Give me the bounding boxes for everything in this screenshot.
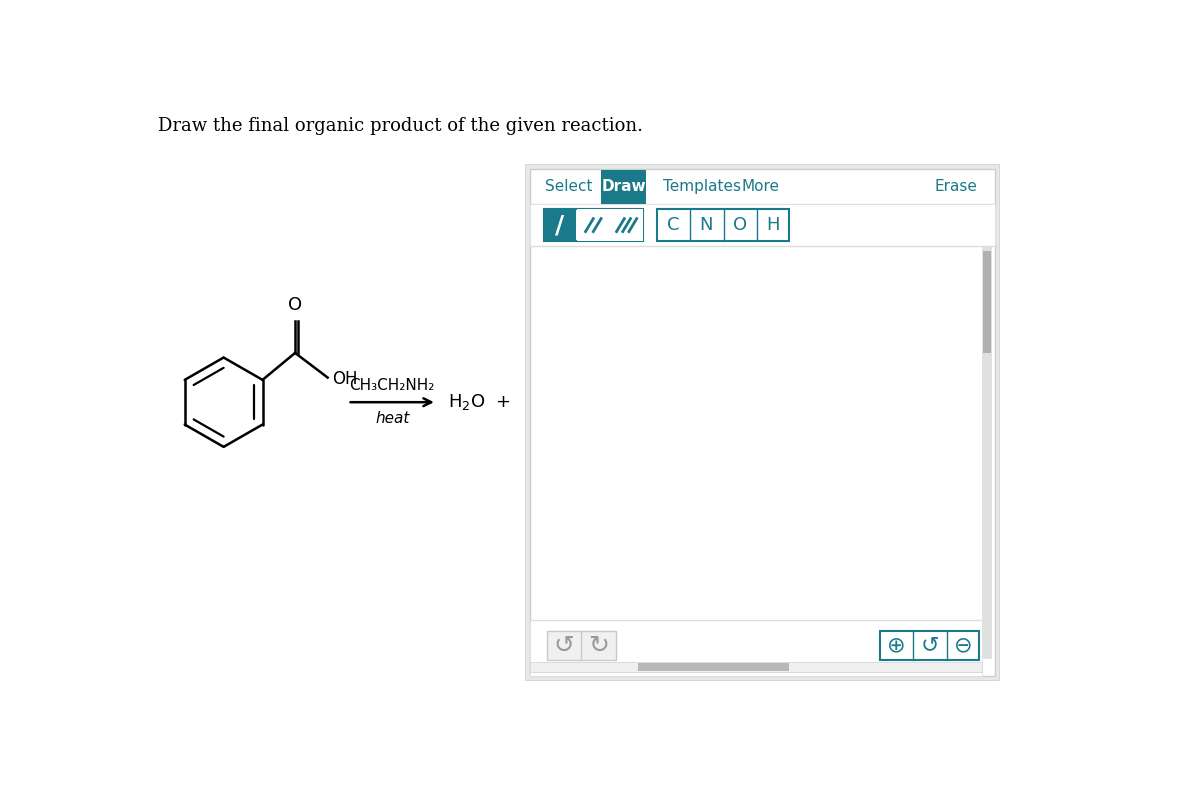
Bar: [983, 247, 991, 659]
Text: H$_2$O  +: H$_2$O +: [449, 392, 511, 412]
Text: More: More: [742, 179, 780, 194]
Bar: [983, 250, 991, 353]
Bar: [529, 620, 983, 676]
Bar: [544, 209, 643, 241]
Bar: [611, 209, 643, 241]
Text: Draw the final organic product of the given reaction.: Draw the final organic product of the gi…: [157, 117, 643, 135]
Text: /: /: [556, 213, 564, 237]
Bar: [529, 204, 995, 246]
Bar: [656, 209, 790, 241]
Text: Templates: Templates: [662, 179, 740, 194]
Text: N: N: [700, 216, 713, 234]
Bar: [577, 209, 610, 241]
Text: ↻: ↻: [588, 633, 610, 658]
Text: H: H: [767, 216, 780, 234]
Text: Erase: Erase: [935, 179, 978, 194]
Bar: [526, 164, 1000, 680]
Text: ⊕: ⊕: [887, 636, 906, 655]
Bar: [638, 663, 790, 671]
Bar: [880, 631, 979, 660]
Text: CH₃CH₂NH₂: CH₃CH₂NH₂: [349, 378, 434, 393]
Bar: [544, 209, 576, 241]
Text: O: O: [288, 297, 302, 315]
Bar: [529, 662, 983, 673]
Text: heat: heat: [374, 411, 409, 426]
Text: OH: OH: [332, 370, 358, 388]
Text: Select: Select: [545, 179, 593, 194]
Text: ↺: ↺: [920, 636, 938, 655]
Text: O: O: [733, 216, 746, 234]
Bar: [529, 169, 995, 676]
Text: Draw: Draw: [601, 179, 646, 194]
Bar: [601, 170, 646, 204]
Text: ⊖: ⊖: [954, 636, 972, 655]
Text: C: C: [667, 216, 679, 234]
Text: ↺: ↺: [553, 633, 575, 658]
Bar: [547, 631, 616, 660]
